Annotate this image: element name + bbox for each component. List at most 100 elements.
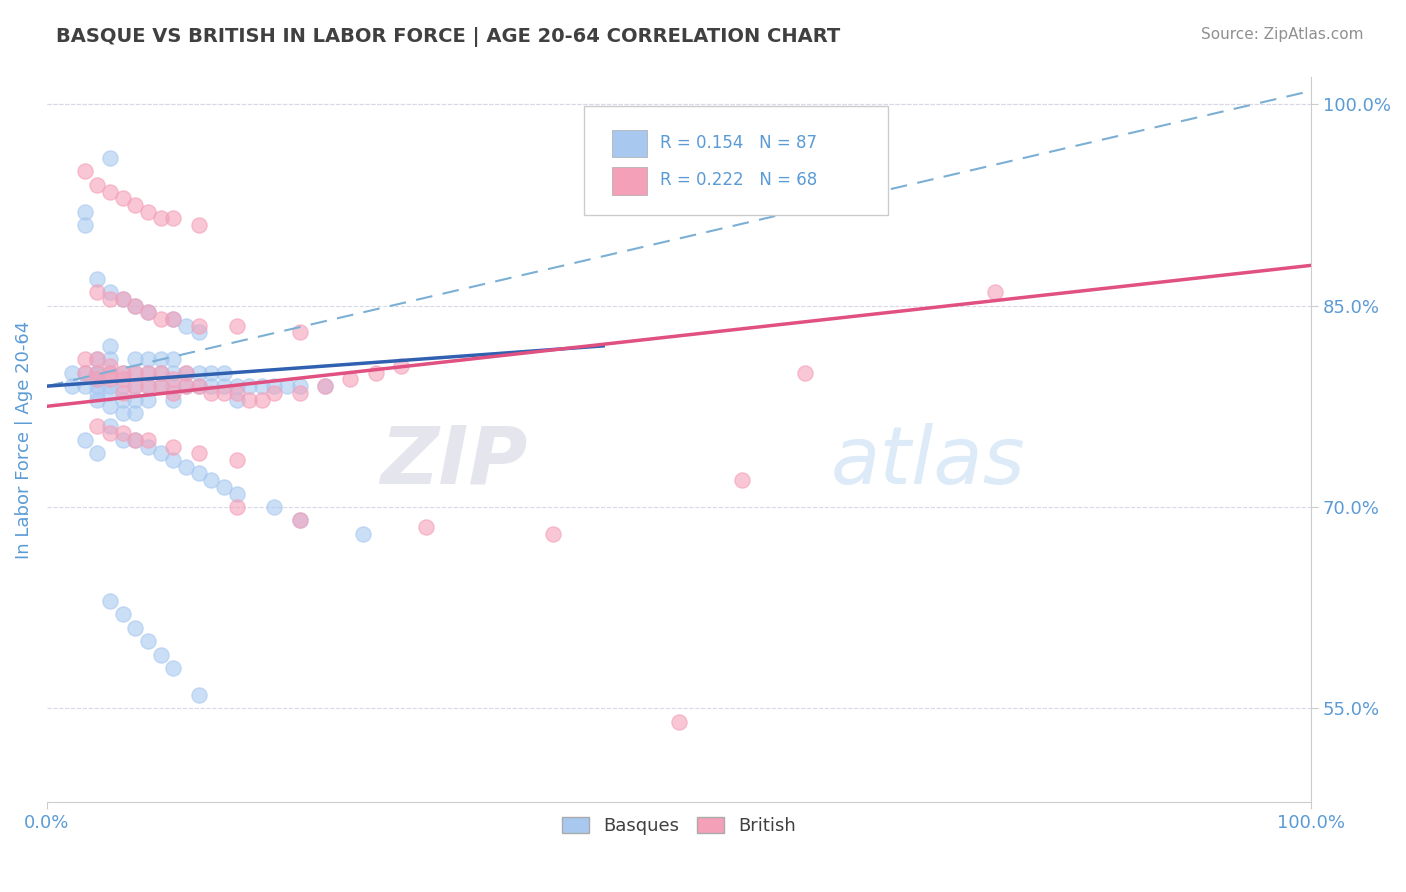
Point xyxy=(149,312,172,326)
Point xyxy=(212,379,235,393)
Text: atlas: atlas xyxy=(831,423,1025,500)
Point xyxy=(187,326,209,340)
Point xyxy=(86,285,108,300)
Point xyxy=(86,366,108,380)
Point xyxy=(136,379,159,393)
Point xyxy=(86,366,108,380)
Point xyxy=(149,366,172,380)
Point xyxy=(98,185,121,199)
Point xyxy=(111,392,134,407)
Point xyxy=(174,379,197,393)
Point xyxy=(225,500,247,514)
Point xyxy=(136,352,159,367)
Point xyxy=(111,191,134,205)
Point xyxy=(162,312,184,326)
Point xyxy=(124,352,146,367)
Point xyxy=(162,372,184,386)
Point xyxy=(225,379,247,393)
Legend: Basques, British: Basques, British xyxy=(553,807,806,844)
Point xyxy=(124,366,146,380)
Point xyxy=(73,352,96,367)
Point xyxy=(98,372,121,386)
Text: BASQUE VS BRITISH IN LABOR FORCE | AGE 20-64 CORRELATION CHART: BASQUE VS BRITISH IN LABOR FORCE | AGE 2… xyxy=(56,27,841,46)
Point xyxy=(86,419,108,434)
Point xyxy=(98,352,121,367)
Point xyxy=(124,299,146,313)
Point xyxy=(250,379,273,393)
Point xyxy=(225,486,247,500)
Point xyxy=(60,366,83,380)
Point xyxy=(984,285,1007,300)
Point xyxy=(288,513,311,527)
Point xyxy=(136,204,159,219)
Point xyxy=(162,379,184,393)
Point xyxy=(212,385,235,400)
Point xyxy=(111,379,134,393)
Point xyxy=(162,453,184,467)
FancyBboxPatch shape xyxy=(585,106,887,215)
Point xyxy=(111,372,134,386)
Point xyxy=(149,648,172,662)
Point xyxy=(124,198,146,212)
Point xyxy=(86,385,108,400)
Point xyxy=(98,379,121,393)
Point xyxy=(314,379,336,393)
Point xyxy=(98,359,121,373)
Point xyxy=(86,352,108,367)
Point xyxy=(98,426,121,441)
Point xyxy=(111,406,134,420)
Point xyxy=(98,399,121,413)
Point xyxy=(339,372,361,386)
Point xyxy=(111,292,134,306)
Point xyxy=(200,473,222,487)
Point xyxy=(98,292,121,306)
Point xyxy=(111,292,134,306)
Point xyxy=(136,366,159,380)
Point xyxy=(124,392,146,407)
Point xyxy=(124,379,146,393)
Point xyxy=(98,285,121,300)
Point xyxy=(86,372,108,386)
Point xyxy=(187,446,209,460)
Point xyxy=(73,379,96,393)
Point xyxy=(187,318,209,333)
Point xyxy=(149,379,172,393)
Point xyxy=(187,467,209,481)
Point xyxy=(136,634,159,648)
Point xyxy=(111,366,134,380)
Point xyxy=(149,211,172,226)
Point xyxy=(86,392,108,407)
Point xyxy=(263,500,285,514)
Point xyxy=(162,440,184,454)
Point xyxy=(174,366,197,380)
Point xyxy=(86,272,108,286)
FancyBboxPatch shape xyxy=(612,129,647,157)
Point xyxy=(174,318,197,333)
Point xyxy=(73,433,96,447)
Point xyxy=(149,446,172,460)
Point xyxy=(238,379,260,393)
Point xyxy=(149,366,172,380)
Point xyxy=(225,318,247,333)
Point xyxy=(276,379,298,393)
Point xyxy=(98,366,121,380)
Point xyxy=(124,621,146,635)
Point xyxy=(162,352,184,367)
Point xyxy=(98,594,121,608)
Point xyxy=(263,385,285,400)
Point xyxy=(187,379,209,393)
Point xyxy=(212,480,235,494)
Point xyxy=(60,379,83,393)
Point xyxy=(174,379,197,393)
Point xyxy=(136,440,159,454)
Point xyxy=(111,366,134,380)
Point xyxy=(124,299,146,313)
Point xyxy=(124,433,146,447)
Point xyxy=(389,359,412,373)
Point xyxy=(238,392,260,407)
Point xyxy=(136,392,159,407)
Point xyxy=(174,366,197,380)
Point xyxy=(200,379,222,393)
Point xyxy=(136,379,159,393)
Point xyxy=(86,366,108,380)
